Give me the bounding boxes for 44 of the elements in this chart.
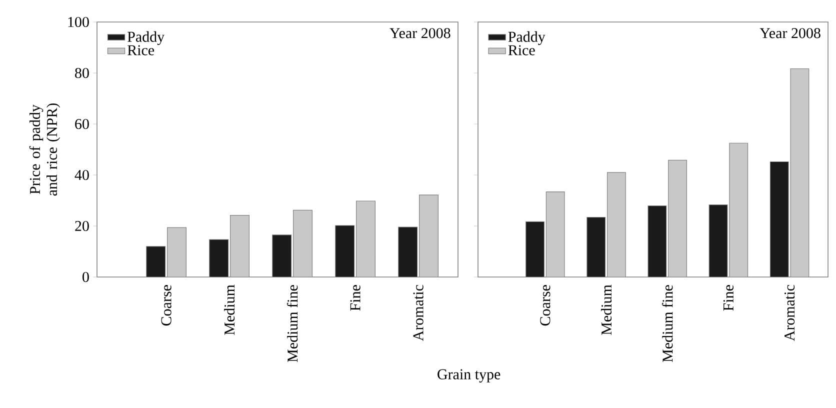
bar <box>606 172 626 277</box>
bar <box>146 246 166 277</box>
x-tick-label: Medium fine <box>286 285 298 362</box>
bar <box>526 221 544 277</box>
y-tick-label: 0 <box>82 272 89 282</box>
y-tick-label: 100 <box>68 16 89 28</box>
legend-label: Paddy <box>508 31 546 45</box>
bar <box>770 161 789 277</box>
x-tick-label: Medium <box>601 284 612 335</box>
x-tick-label: Fine <box>723 285 734 311</box>
bar <box>790 68 810 277</box>
bar <box>586 217 606 277</box>
x-axis-title: Grain type <box>438 369 500 382</box>
annotation: Year 2008 <box>390 28 450 38</box>
bar <box>648 206 667 277</box>
annotation: Year 2008 <box>760 28 820 38</box>
bar <box>209 239 229 277</box>
x-tick-label: Aromatic <box>413 284 424 342</box>
x-tick-label: Fine <box>350 285 360 311</box>
x-tick-label: Medium <box>224 284 235 335</box>
x-tick-label: Aromatic <box>784 284 795 342</box>
y-tick-label: 80 <box>75 68 89 78</box>
legend-label: Rice <box>128 45 154 56</box>
y-tick-label: 60 <box>75 118 89 130</box>
x-tick-label: Medium fine <box>662 285 673 362</box>
bar <box>167 227 187 277</box>
x-tick-label: Coarse <box>161 285 172 326</box>
legend-label: Paddy <box>128 31 165 45</box>
bar <box>546 192 565 277</box>
y-tick-label: 40 <box>74 170 89 180</box>
bar <box>419 194 439 277</box>
bar <box>729 142 748 277</box>
bar <box>398 226 418 277</box>
x-tick-label: Coarse <box>540 285 550 326</box>
bar <box>230 214 250 277</box>
bar <box>668 160 687 277</box>
bar <box>335 225 355 277</box>
bar <box>293 210 313 277</box>
legend-label: Rice <box>508 45 535 56</box>
bar <box>272 234 292 277</box>
y-axis-title: Price of paddy and rice (NPR) <box>29 104 60 196</box>
bar <box>708 204 728 277</box>
y-tick-label: 20 <box>75 220 89 232</box>
bar <box>356 200 376 277</box>
